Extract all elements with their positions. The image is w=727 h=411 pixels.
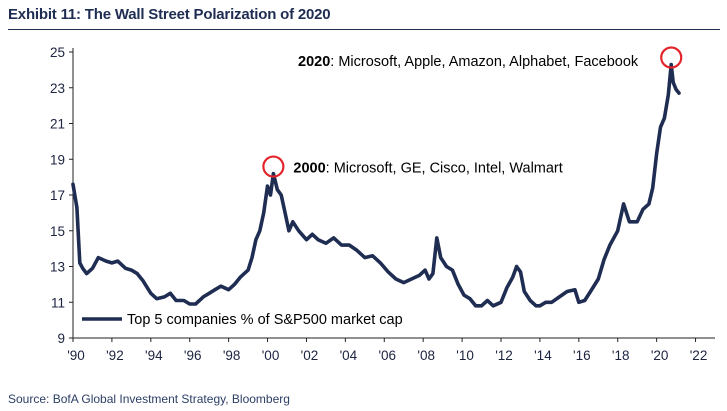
- x-tick-label: '14: [534, 348, 552, 363]
- x-tick-label: '12: [495, 348, 513, 363]
- x-tick-label: '04: [340, 348, 358, 363]
- x-tick-label: '90: [67, 348, 85, 363]
- x-tick-label: '00: [262, 348, 280, 363]
- highlight-circle: [262, 155, 285, 178]
- x-tick-label: '16: [573, 348, 591, 363]
- legend: Top 5 companies % of S&P500 market cap: [82, 312, 403, 328]
- source-note: Source: BofA Global Investment Strategy,…: [8, 392, 290, 406]
- annotations-layer: 2000: Microsoft, GE, Cisco, Intel, Walma…: [262, 46, 683, 178]
- highlight-circle: [660, 46, 683, 69]
- x-tick-label: '20: [651, 348, 669, 363]
- x-tick-label: '18: [612, 348, 630, 363]
- annotation-companies: : Microsoft, GE, Cisco, Intel, Walmart: [326, 161, 563, 177]
- x-tick-label: '02: [301, 348, 319, 363]
- y-tick-label: 17: [50, 188, 65, 203]
- annotation-companies: : Microsoft, Apple, Amazon, Alphabet, Fa…: [330, 54, 639, 70]
- x-tick-label: '94: [145, 348, 163, 363]
- y-tick-label: 9: [57, 331, 65, 346]
- annotation-text: 2000: Microsoft, GE, Cisco, Intel, Walma…: [293, 161, 562, 177]
- x-tick-label: '08: [417, 348, 435, 363]
- x-tick-label: '92: [106, 348, 124, 363]
- x-axis-ticks: '90 '92 '94 '96 '98 '00 '02 '04 '06 '08 '10 '12 '14 '…: [67, 338, 707, 363]
- legend-label: Top 5 companies % of S&P500 market cap: [127, 312, 403, 328]
- annotation-text: 2020: Microsoft, Apple, Amazon, Alphabet…: [298, 54, 639, 70]
- y-tick-label: 11: [51, 295, 65, 310]
- x-tick-label: '22: [690, 348, 708, 363]
- x-tick-label: '96: [184, 348, 202, 363]
- chart-title: Exhibit 11: The Wall Street Polarization…: [8, 6, 331, 23]
- x-tick-label: '10: [456, 348, 474, 363]
- series-line: [71, 62, 681, 308]
- x-tick-label: '06: [378, 348, 396, 363]
- annotation-year: 2020: [298, 54, 330, 70]
- series-layer: [71, 62, 681, 308]
- y-tick-label: 19: [50, 152, 65, 167]
- y-tick-label: 15: [50, 224, 65, 239]
- y-axis-ticks: 9 11 13 15 17 19 21 23 25: [50, 45, 73, 346]
- y-tick-label: 25: [50, 45, 65, 60]
- annotation-year: 2000: [293, 161, 325, 177]
- y-tick-label: 23: [50, 81, 65, 96]
- y-tick-label: 13: [50, 260, 65, 275]
- title-divider: [8, 29, 720, 30]
- x-tick-label: '98: [223, 348, 241, 363]
- y-tick-label: 21: [50, 117, 65, 132]
